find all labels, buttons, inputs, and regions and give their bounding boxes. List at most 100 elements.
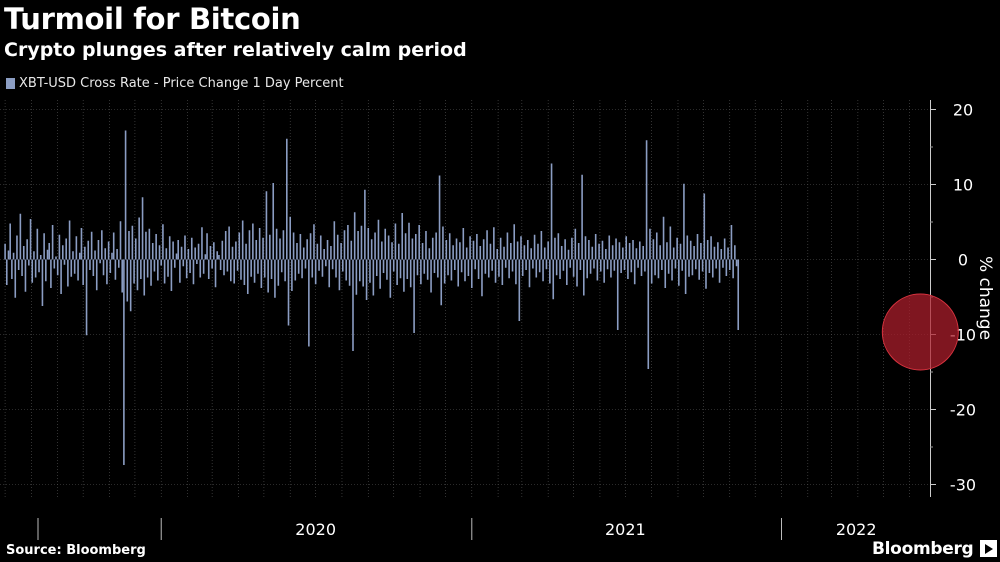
bar: [734, 245, 736, 260]
bar: [588, 240, 590, 260]
bar: [455, 238, 458, 260]
bar: [438, 175, 441, 260]
bar: [335, 259, 337, 278]
bar: [535, 259, 538, 278]
bar: [705, 259, 707, 289]
bar: [493, 227, 495, 260]
bar: [481, 259, 483, 297]
bar: [90, 231, 93, 260]
bar: [163, 259, 166, 284]
bar: [562, 259, 565, 271]
bar: [616, 259, 619, 330]
bar: [718, 259, 721, 283]
bar: [396, 259, 398, 285]
bar: [486, 230, 488, 260]
bar: [413, 259, 415, 333]
bar: [645, 140, 648, 260]
bar: [185, 259, 188, 279]
legend-swatch: [6, 78, 15, 89]
bar: [138, 217, 140, 260]
bar: [45, 259, 47, 282]
bar: [299, 234, 302, 260]
bar: [209, 246, 212, 260]
bar: [302, 247, 305, 260]
bar: [319, 235, 322, 260]
bar: [124, 130, 127, 260]
x-tick-label: 2021: [605, 520, 646, 539]
bar: [41, 259, 44, 306]
bar: [145, 231, 147, 260]
bar: [101, 230, 103, 260]
bar: [328, 259, 331, 288]
bar: [157, 259, 159, 281]
bar: [620, 259, 622, 273]
bar: [554, 237, 556, 260]
bar: [286, 138, 288, 260]
bar: [623, 259, 626, 270]
bar: [175, 253, 178, 260]
bar: [313, 224, 315, 260]
bar: [97, 240, 100, 260]
bar: [521, 259, 524, 276]
bar: [571, 237, 573, 260]
bar: [379, 259, 381, 289]
bar: [515, 259, 517, 285]
bar: [443, 259, 446, 284]
bar: [248, 230, 251, 260]
bar: [82, 259, 84, 285]
bar: [189, 259, 191, 273]
bar: [308, 259, 310, 347]
bar: [199, 259, 202, 278]
bar: [606, 259, 609, 270]
bar: [326, 240, 329, 260]
bar: [681, 259, 684, 271]
bar: [243, 259, 246, 285]
bar: [4, 243, 6, 260]
bar: [153, 259, 156, 272]
bar: [513, 224, 516, 260]
bar: [226, 259, 229, 272]
bar: [423, 259, 426, 274]
bar: [501, 259, 504, 285]
bar: [119, 221, 122, 260]
bar: [391, 242, 393, 260]
bar: [194, 247, 196, 260]
bar: [70, 259, 73, 277]
bar: [377, 219, 380, 260]
bar: [5, 259, 8, 285]
bar: [55, 256, 57, 260]
bar: [679, 243, 682, 260]
y-axis-label: % change: [975, 255, 995, 341]
bar: [418, 225, 420, 260]
bar: [457, 259, 460, 287]
bar: [596, 259, 599, 281]
bar: [160, 259, 163, 266]
bar: [496, 249, 499, 260]
bar: [342, 259, 344, 272]
bar: [387, 235, 390, 260]
bar: [421, 243, 424, 260]
bar: [700, 243, 702, 260]
bar: [167, 259, 169, 277]
bar: [31, 259, 34, 283]
bar: [638, 241, 641, 260]
bar: [625, 236, 628, 260]
bar: [615, 238, 617, 260]
bar: [406, 259, 409, 279]
bar: [533, 234, 536, 260]
bar: [253, 259, 256, 283]
bar: [737, 259, 740, 330]
bar: [165, 248, 168, 260]
bar: [114, 259, 117, 280]
bar: [593, 259, 595, 269]
bar: [650, 259, 653, 284]
bar: [404, 233, 407, 260]
bar: [73, 259, 76, 274]
bar: [564, 239, 566, 260]
bar: [487, 259, 490, 278]
y-tick-label: 0: [958, 251, 968, 270]
bar: [61, 245, 64, 260]
bar: [566, 259, 568, 285]
bar: [257, 259, 259, 274]
bar: [401, 213, 404, 260]
